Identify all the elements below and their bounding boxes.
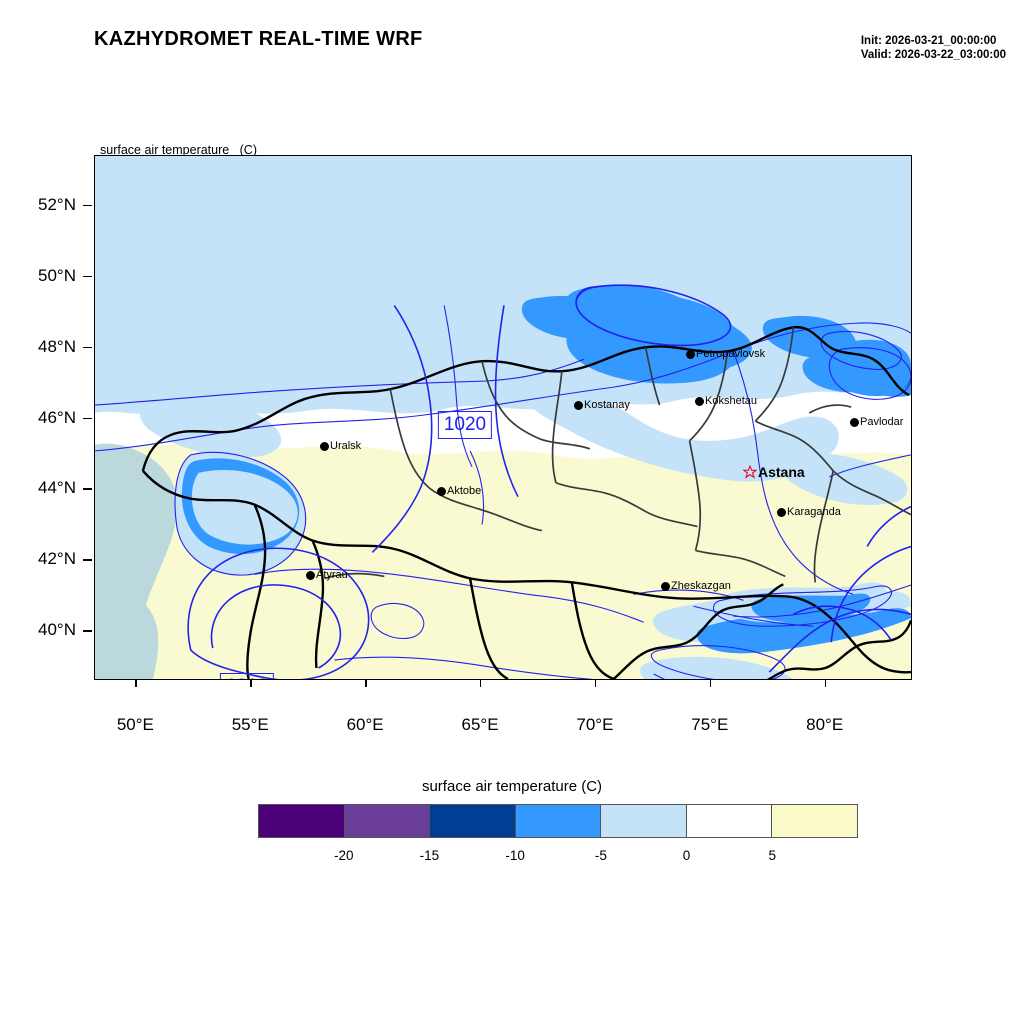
- x-tick-mark: [594, 680, 597, 687]
- y-tick-mark: [83, 559, 92, 561]
- init-time-label: Init: 2026-03-21_00:00:00: [860, 35, 997, 47]
- colorbar-tick-label: -15: [419, 848, 440, 863]
- colorbar-tick-label: -10: [505, 848, 525, 863]
- y-tick-label: 48°N: [38, 336, 76, 356]
- x-tick-mark: [135, 680, 137, 687]
- field-caption-temperature: surface air temperature (C): [100, 143, 257, 157]
- colorbar-segment: [515, 805, 602, 837]
- colorbar-segment: [686, 805, 773, 837]
- y-tick-label: 50°N: [38, 265, 76, 285]
- colorbar-title: surface air temperature (C): [421, 778, 603, 795]
- y-tick-label: 42°N: [38, 549, 76, 569]
- y-tick-label: 52°N: [38, 194, 76, 214]
- y-tick-mark: [83, 204, 92, 207]
- pressure-contour-label: 1010: [219, 673, 275, 679]
- colorbar[interactable]: [258, 804, 858, 838]
- y-tick-mark: [83, 275, 92, 277]
- model-run-info: Init: 2026-03-21_00:00:00 Valid: 2026-03…: [861, 34, 1006, 63]
- page-title: KAZHYDROMET REAL-TIME WRF: [94, 28, 423, 50]
- y-tick-mark: [83, 346, 92, 348]
- x-tick-label: 55°E: [231, 715, 269, 734]
- weather-map[interactable]: Petropavlovsk Kostanay Kokshetau Pavlodar Ur…: [94, 155, 912, 680]
- x-tick-label: 70°E: [576, 715, 614, 734]
- x-tick-mark: [824, 680, 827, 687]
- valid-time-label: Valid: 2026-03-22_03:00:00: [860, 49, 1006, 62]
- x-tick-label: 75°E: [691, 715, 729, 734]
- x-tick-label: 80°E: [806, 715, 844, 734]
- x-tick-label: 60°E: [346, 715, 384, 734]
- y-tick-mark: [83, 417, 92, 419]
- colorbar-tick-label: 5: [768, 848, 777, 863]
- colorbar-tick-label: 0: [682, 848, 691, 863]
- y-tick-mark: [83, 488, 92, 490]
- y-tick-label: 44°N: [38, 478, 76, 498]
- colorbar-segment: [344, 805, 431, 837]
- x-tick-label: 65°E: [461, 715, 499, 734]
- colorbar-tick-label: -20: [333, 848, 354, 863]
- x-tick-mark: [365, 680, 367, 687]
- x-tick-mark: [480, 680, 482, 687]
- x-tick-mark: [709, 680, 712, 687]
- x-tick-label: 50°E: [116, 715, 154, 734]
- colorbar-segment: [772, 805, 858, 837]
- x-tick-mark: [250, 680, 252, 687]
- colorbar-segment: [430, 805, 516, 837]
- colorbar-segment: [601, 805, 687, 837]
- y-tick-mark: [83, 630, 92, 632]
- y-tick-label: 46°N: [38, 407, 76, 427]
- colorbar-segment: [259, 805, 345, 837]
- colorbar-tick-label: -5: [594, 848, 607, 863]
- pressure-contour-label: 1020: [437, 411, 493, 439]
- map-canvas: [95, 156, 911, 679]
- y-tick-label: 40°N: [38, 620, 76, 640]
